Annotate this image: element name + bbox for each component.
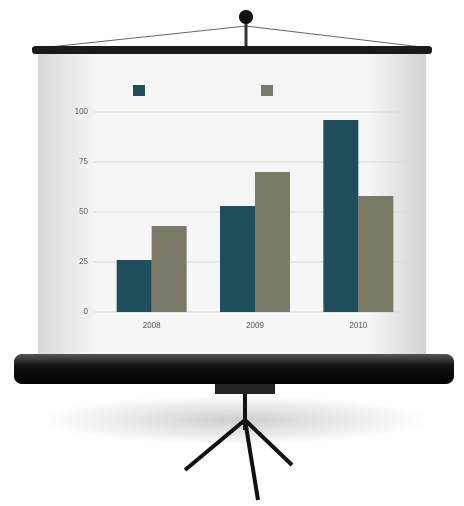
bar — [151, 226, 187, 312]
plot: 0 25 50 75 100 2008 2009 2010 — [75, 107, 410, 330]
x-tick-label: 2009 — [246, 321, 264, 330]
y-tick-label: 100 — [75, 107, 89, 116]
legend-swatch — [261, 85, 273, 96]
x-tick-label: 2010 — [349, 321, 367, 330]
x-tick-label: 2008 — [143, 321, 161, 330]
hanging-wire — [39, 25, 431, 49]
bar — [323, 120, 359, 312]
y-tick-label: 0 — [84, 307, 89, 316]
floor-shadow — [40, 395, 430, 445]
tripod — [183, 384, 294, 501]
top-bar — [32, 46, 432, 54]
bar — [255, 172, 290, 312]
y-tick-label: 25 — [79, 257, 88, 266]
bar — [220, 206, 255, 312]
legend-swatch — [133, 85, 145, 96]
hanger-knob — [239, 10, 253, 24]
y-tick-label: 75 — [79, 157, 88, 166]
bar — [358, 196, 394, 312]
bar — [116, 260, 152, 312]
y-tick-label: 50 — [79, 207, 88, 216]
roller-case — [14, 354, 454, 384]
